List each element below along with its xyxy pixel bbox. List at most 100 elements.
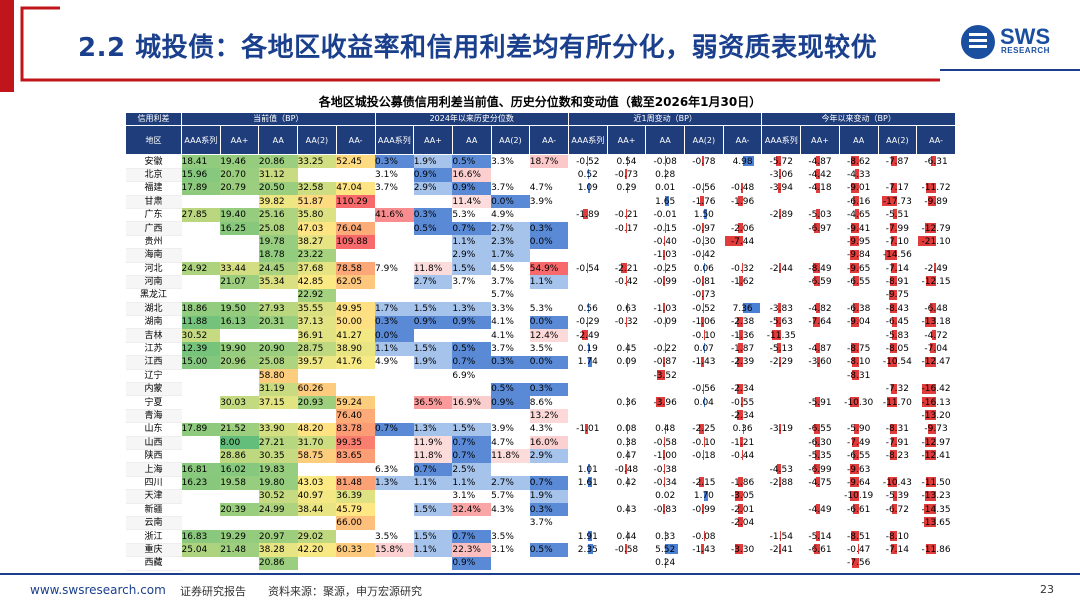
current-value-cell: 45.79: [336, 503, 375, 517]
current-value-cell: 33.90: [258, 422, 298, 437]
ytd-change-cell: [917, 369, 956, 382]
ytd-change-cell: -7.32: [878, 383, 917, 396]
table-title: 各地区城投公募债信用利差当前值、历史分位数和变动值（截至2026年1月30日）: [318, 95, 762, 109]
change-value: -8.10: [885, 531, 909, 542]
percentile-cell: 1.5%: [413, 342, 453, 356]
week-change-cell: [568, 557, 607, 570]
table-row: 甘肃 39.82 51.87 110.29 11.4% 0.0% 3.9% 1.65 -1.76…: [125, 195, 956, 209]
current-value-cell: [259, 516, 298, 529]
change-value: -3.05: [730, 491, 755, 502]
change-bar: [665, 544, 679, 555]
footer-website-link[interactable]: www.swsresearch.com: [30, 583, 166, 597]
change-bar: [815, 209, 820, 220]
change-bar: [587, 356, 592, 367]
change-bar: [587, 477, 592, 488]
percentile-cell: [414, 289, 453, 302]
percentile-cell: [414, 235, 453, 248]
current-value-cell: 30.52: [258, 489, 298, 504]
percentile-cell: [375, 249, 414, 262]
week-change-cell: [646, 516, 685, 529]
week-change-cell: -3.96: [646, 396, 685, 409]
change-bar: [925, 276, 937, 287]
change-value: -2.21: [614, 263, 639, 274]
week-change-cell: [685, 557, 724, 570]
title-bar: 2.2 城投债：各地区收益率和信用利差均有所分化，弱资质表现较优 SWS RES…: [0, 0, 1080, 92]
change-bar: [891, 263, 898, 274]
ytd-change-cell: -5.35: [801, 449, 840, 462]
change-bar: [892, 209, 898, 220]
current-value-cell: 99.35: [336, 436, 375, 450]
current-value-cell: [182, 503, 221, 516]
percentile-cell: 3.7%: [529, 516, 569, 530]
percentile-cell: 3.7%: [491, 275, 530, 289]
current-value-cell: 25.04: [181, 543, 221, 557]
percentile-cell: 0.0%: [529, 235, 569, 249]
current-value-cell: [336, 289, 375, 302]
ytd-change-cell: -7.14: [878, 543, 917, 556]
ytd-change-cell: -9.01: [839, 182, 878, 195]
ytd-change-cell: [801, 369, 840, 382]
current-value-cell: 60.33: [336, 543, 375, 557]
change-value: -8.05: [885, 344, 909, 355]
region-label: 辽宁: [125, 369, 182, 384]
change-bar: [581, 329, 588, 340]
percentile-cell: 16.0%: [529, 436, 569, 450]
change-value: -4.65: [847, 210, 871, 221]
change-value: -2.38: [730, 317, 755, 328]
column-header: AA: [838, 125, 879, 156]
change-bar: [741, 450, 743, 461]
footer-report-label: 证券研究报告: [180, 585, 246, 598]
week-change-cell: -0.99: [646, 275, 685, 288]
change-bar: [924, 437, 937, 448]
current-value-cell: 19.90: [220, 342, 259, 356]
percentile-cell: 0.7%: [452, 529, 492, 544]
change-bar: [665, 557, 666, 568]
ytd-change-cell: -5.13: [762, 342, 801, 355]
change-bar: [621, 263, 627, 274]
ytd-change-cell: -11.72: [917, 182, 956, 195]
week-change-cell: [607, 383, 646, 396]
current-value-cell: [336, 557, 375, 570]
change-value: -1.21: [730, 437, 755, 448]
change-bar: [742, 303, 761, 314]
change-value: 0.44: [616, 531, 637, 542]
current-value-cell: [220, 289, 259, 302]
ytd-change-cell: [801, 383, 840, 396]
change-bar: [656, 370, 666, 381]
percentile-cell: 3.1%: [452, 489, 492, 504]
change-value: -1.43: [692, 544, 716, 555]
group-header-spread: 信用利差: [125, 111, 182, 127]
ytd-change-cell: -9.84: [839, 249, 878, 262]
change-value: 0.19: [577, 344, 598, 355]
percentile-cell: 3.9%: [491, 422, 530, 437]
week-change-cell: -0.30: [685, 235, 724, 248]
ytd-change-cell: -7.10: [878, 235, 917, 248]
current-value-cell: [336, 530, 375, 543]
change-value: -5.13: [769, 344, 793, 355]
change-bar: [927, 423, 937, 434]
percentile-cell: [414, 490, 453, 503]
percentile-cell: 0.5%: [452, 154, 492, 169]
ytd-change-cell: -6.61: [839, 503, 878, 516]
change-value: 2.35: [577, 544, 598, 555]
change-bar: [887, 396, 898, 407]
ytd-change-cell: -3.19: [762, 423, 801, 436]
change-value: -0.09: [653, 317, 677, 328]
week-change-cell: -1.03: [646, 302, 685, 315]
current-value-cell: [182, 490, 221, 503]
change-value: -8.49: [808, 263, 832, 274]
change-value: -0.18: [692, 451, 716, 462]
current-value-cell: 40.97: [297, 489, 337, 504]
current-value-cell: 19.40: [220, 208, 259, 222]
week-change-cell: -0.48: [723, 182, 762, 195]
week-change-cell: 5.52: [646, 543, 685, 556]
change-bar: [738, 276, 743, 287]
change-value: 1.61: [577, 477, 598, 488]
change-value: -2.06: [730, 223, 755, 234]
percentile-cell: [375, 275, 414, 288]
ytd-change-cell: -7.91: [878, 436, 917, 449]
current-value-cell: 11.88: [181, 315, 221, 329]
change-value: -7.99: [885, 223, 909, 234]
change-bar: [587, 544, 594, 555]
change-bar: [585, 423, 588, 434]
